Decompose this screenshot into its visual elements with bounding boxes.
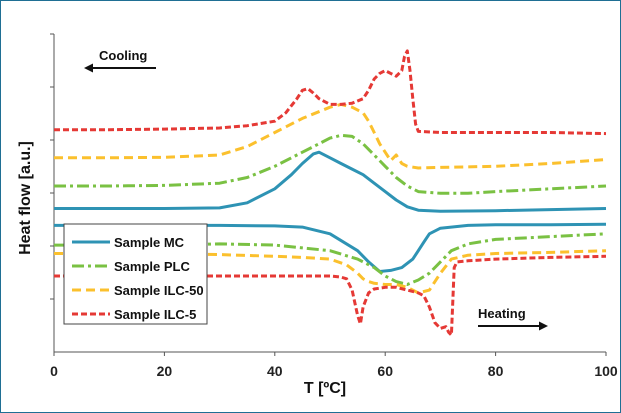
y-axis-label: Heat flow [a.u.] (17, 141, 34, 255)
legend: Sample MC Sample PLC Sample ILC-50 Sample I… (63, 223, 208, 325)
x-tick-label: 100 (594, 363, 618, 379)
x-tick-label: 40 (267, 363, 283, 379)
legend-label: Sample ILC-50 (114, 283, 204, 298)
cooling-label: Cooling (99, 48, 147, 63)
x-tick-label: 0 (50, 363, 58, 379)
x-axis-label: T [ºC] (304, 380, 346, 397)
series-sample-mc-cooling-line (54, 150, 607, 213)
series-sample-ilc-5-heating-line (54, 254, 607, 337)
series-sample-ilc-50-heating-line (54, 249, 607, 295)
cooling-annotation: Cooling (84, 48, 156, 73)
heating-arrow-head (539, 321, 548, 331)
series-sample-mc-heating-line (54, 222, 607, 273)
legend-label: Sample MC (114, 235, 185, 250)
series-sample-ilc-5-cooling-line (54, 49, 607, 136)
legend-label: Sample PLC (114, 259, 190, 274)
heating-label: Heating (478, 306, 526, 321)
x-tick-label: 80 (488, 363, 504, 379)
series-sample-ilc-50-cooling-line (54, 102, 607, 170)
series-sample-plc-cooling-line (54, 133, 607, 195)
heating-annotation: Heating (478, 306, 548, 331)
x-tick-label: 60 (377, 363, 393, 379)
series-layer (54, 49, 607, 337)
legend-label: Sample ILC-5 (114, 307, 196, 322)
x-tick-label: 20 (157, 363, 173, 379)
series-sample-plc-heating-line (54, 232, 607, 286)
axes: 0 20 40 60 80 100 (50, 33, 618, 379)
cooling-arrow-head (84, 63, 93, 73)
